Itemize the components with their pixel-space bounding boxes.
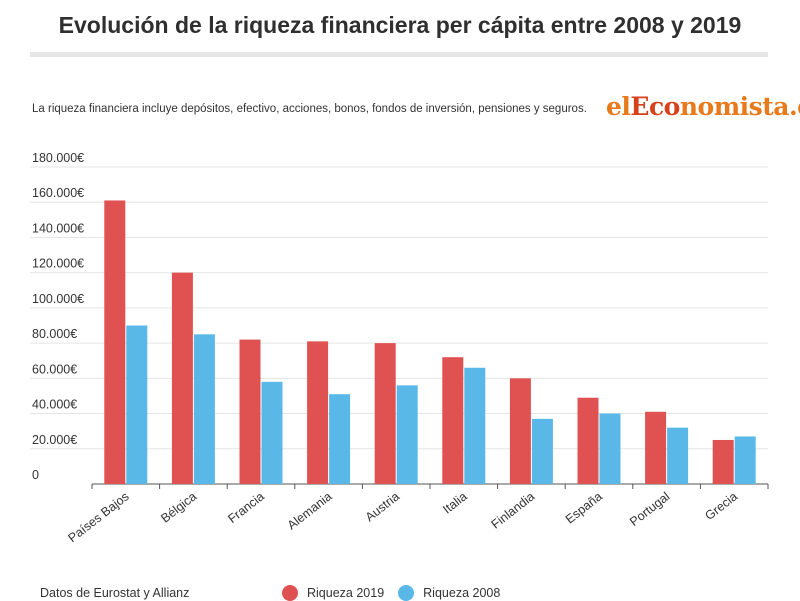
chart-title: Evolución de la riqueza financiera per c… [58, 12, 742, 38]
x-tick-label: Francia [225, 489, 267, 526]
bar-2008 [396, 385, 418, 484]
chart-subtitle: La riqueza financiera incluye depósitos,… [32, 103, 587, 115]
bar-2008 [599, 413, 621, 484]
y-tick-label: 140.000€ [32, 221, 84, 235]
legend-item-2019: Riqueza 2019 [282, 585, 384, 601]
legend-label-2019: Riqueza 2019 [307, 586, 385, 600]
bar-2008 [734, 436, 756, 484]
bar-2019 [171, 272, 193, 484]
bar-2008 [531, 418, 553, 484]
bar-2019 [307, 341, 329, 484]
source-note: Datos de Eurostat y Allianz [40, 586, 190, 600]
y-tick-label: 100.000€ [32, 292, 84, 306]
bar-2019 [442, 357, 464, 484]
bar-2019 [645, 411, 667, 484]
bar-2019 [577, 397, 599, 484]
y-tick-label: 0 [32, 468, 39, 482]
y-tick-label: 20.000€ [32, 433, 77, 447]
y-tick-label: 160.000€ [32, 186, 84, 200]
bar-2019 [712, 439, 734, 484]
bar-2019 [374, 343, 396, 484]
x-tick-label: Bélgica [158, 489, 199, 525]
x-tick-label: Alemania [285, 489, 335, 532]
title-divider [30, 52, 768, 57]
bar-2008 [126, 325, 148, 484]
x-tick-label: Finlandia [489, 489, 538, 531]
x-tick-label: España [563, 489, 605, 526]
legend-item-2008: Riqueza 2008 [398, 585, 500, 601]
bar-2008 [193, 334, 215, 484]
bar-2019 [509, 378, 531, 484]
bar-2008 [667, 427, 689, 484]
legend-swatch-2019 [282, 585, 298, 601]
bar-chart: 0 20.000€ 40.000€ 60.000€ 80.000€ 100.000€ 120… [30, 151, 769, 545]
y-tick-label: 80.000€ [32, 327, 77, 341]
y-tick-label: 120.000€ [32, 257, 84, 271]
bar-2019 [104, 200, 126, 484]
y-tick-label: 60.000€ [32, 362, 77, 376]
x-tick-label: Países Bajos [66, 489, 132, 545]
bar-2008 [261, 381, 283, 484]
legend: Riqueza 2019 Riqueza 2008 [282, 585, 514, 601]
eleconomista-logo: elEconomista.es [606, 92, 800, 121]
x-tick-label: Grecia [702, 489, 740, 523]
legend-label-2008: Riqueza 2008 [423, 586, 501, 600]
y-tick-label: 40.000€ [32, 398, 77, 412]
x-tick-label: Italia [440, 489, 469, 516]
bar-2008 [464, 367, 486, 484]
bar-2008 [329, 394, 351, 484]
x-tick-label: Portugal [627, 489, 672, 529]
y-tick-label: 180.000€ [32, 151, 84, 165]
bar-2019 [239, 339, 261, 484]
legend-swatch-2008 [398, 585, 415, 601]
x-tick-label: Austria [363, 489, 402, 524]
